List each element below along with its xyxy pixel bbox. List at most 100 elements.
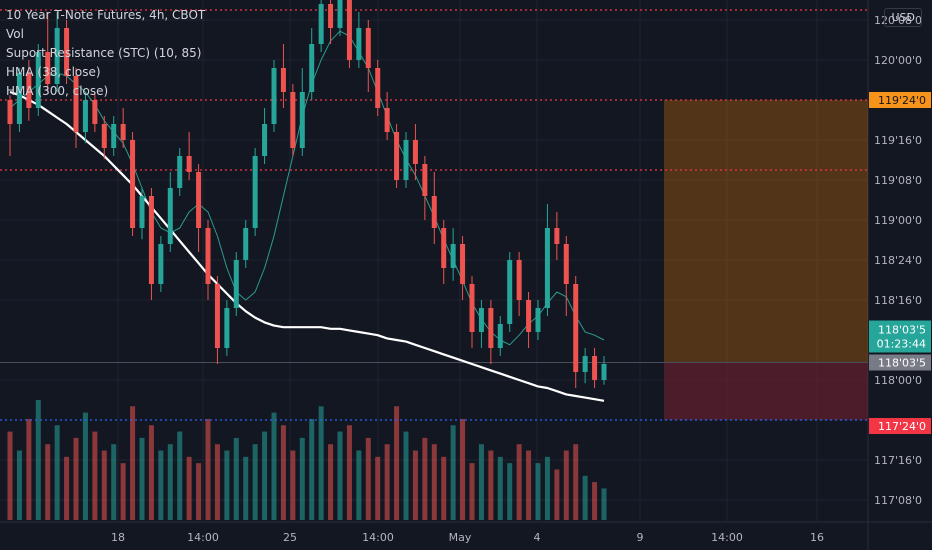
volume-bar bbox=[262, 431, 268, 520]
candle-body bbox=[243, 228, 249, 260]
candle-body bbox=[224, 308, 230, 348]
volume-bar bbox=[601, 488, 607, 520]
candle-body bbox=[554, 228, 560, 244]
candle-body bbox=[478, 308, 484, 332]
candle-body bbox=[271, 68, 277, 124]
volume-bar bbox=[139, 437, 145, 520]
chart-legend: 10 Year T-Note Futures, 4h, CBOT Vol Sup… bbox=[6, 6, 205, 101]
candle-body bbox=[73, 76, 79, 132]
candle-body bbox=[394, 132, 400, 180]
candle-body bbox=[299, 92, 305, 148]
candle-body bbox=[460, 244, 466, 284]
volume-bar bbox=[422, 437, 428, 520]
candle-body bbox=[35, 52, 41, 108]
y-tick-label: 118'24'0 bbox=[874, 254, 922, 267]
candle-body bbox=[205, 228, 211, 284]
y-tick-label: 119'16'0 bbox=[874, 134, 922, 147]
volume-bar bbox=[478, 444, 484, 520]
candle-body bbox=[252, 156, 258, 228]
legend-hma-fast[interactable]: HMA (38, close) bbox=[6, 65, 101, 79]
candle-body bbox=[431, 196, 437, 228]
volume-bar bbox=[26, 418, 32, 520]
volume-bar bbox=[111, 444, 117, 520]
y-tick-label: 119'08'0 bbox=[874, 174, 922, 187]
candle-body bbox=[111, 124, 117, 148]
volume-bar bbox=[92, 431, 98, 520]
candle-body bbox=[186, 156, 192, 172]
candle-body bbox=[233, 260, 239, 308]
candle-body bbox=[516, 260, 522, 300]
hma-slow-line bbox=[9, 90, 605, 402]
volume-bar bbox=[441, 456, 447, 520]
volume-bar bbox=[280, 425, 286, 520]
candle-body bbox=[167, 188, 173, 244]
y-tick-label: 120'00'0 bbox=[874, 54, 922, 67]
volume-bar bbox=[356, 450, 362, 520]
candle-body bbox=[507, 260, 513, 324]
stop-price-label-bg bbox=[869, 418, 931, 434]
y-tick-label: 118'16'0 bbox=[874, 294, 922, 307]
legend-title[interactable]: 10 Year T-Note Futures, 4h, CBOT bbox=[6, 8, 206, 22]
candle-body bbox=[101, 124, 107, 148]
legend-volume[interactable]: Vol bbox=[6, 27, 24, 41]
candle-body bbox=[535, 308, 541, 332]
candle-body bbox=[356, 28, 362, 60]
y-tick-label: 120'08'0 bbox=[874, 14, 922, 27]
target-price-label: 119'24'0 bbox=[878, 94, 926, 107]
x-tick-label: 16 bbox=[810, 531, 824, 544]
volume-bar bbox=[64, 456, 70, 520]
candle-body bbox=[488, 308, 494, 348]
x-tick-label: 18 bbox=[111, 531, 125, 544]
volume-bar bbox=[224, 450, 230, 520]
candle-body bbox=[497, 324, 503, 348]
volume-bar bbox=[318, 406, 324, 520]
candle-body bbox=[139, 196, 145, 228]
volume-bar bbox=[431, 444, 437, 520]
candle-body bbox=[82, 100, 88, 132]
volume-bar bbox=[233, 437, 239, 520]
volume-bar bbox=[177, 431, 183, 520]
candle-body bbox=[130, 140, 136, 228]
volume-bar bbox=[488, 450, 494, 520]
volume-bar bbox=[196, 463, 202, 520]
volume-bar bbox=[375, 456, 381, 520]
volume-bar bbox=[299, 437, 305, 520]
y-tick-label: 117'08'0 bbox=[874, 494, 922, 507]
volume-bar bbox=[101, 450, 107, 520]
candle-body bbox=[422, 164, 428, 196]
candle-body bbox=[601, 364, 607, 380]
candle-body bbox=[177, 156, 183, 188]
last-price-tag-bg bbox=[869, 320, 931, 353]
volume-bar bbox=[82, 412, 88, 520]
candle-body bbox=[441, 228, 447, 268]
last-price-label: 118'03'5 bbox=[878, 324, 926, 337]
target-zone bbox=[664, 100, 868, 363]
volume-bar bbox=[573, 444, 579, 520]
volume-bar bbox=[158, 450, 164, 520]
candle-body bbox=[290, 92, 296, 148]
volume-bar bbox=[394, 406, 400, 520]
x-tick-label: 14:00 bbox=[711, 531, 743, 544]
x-tick-label: 4 bbox=[534, 531, 541, 544]
volume-bar bbox=[365, 437, 371, 520]
candle-body bbox=[592, 356, 598, 380]
volume-bar bbox=[450, 425, 456, 520]
currency-button[interactable]: USD bbox=[884, 8, 922, 27]
volume-bar bbox=[73, 437, 79, 520]
candle-body bbox=[196, 172, 202, 228]
candle-body bbox=[544, 228, 550, 308]
volume-bar bbox=[252, 444, 258, 520]
volume-bar bbox=[54, 425, 60, 520]
volume-bar bbox=[148, 425, 154, 520]
y-tick-label: 118'00'0 bbox=[874, 374, 922, 387]
legend-support-resistance[interactable]: Suport Resistance (STC) (10, 85) bbox=[6, 46, 202, 60]
candle-body bbox=[64, 28, 70, 76]
volume-bar bbox=[205, 418, 211, 520]
candle-body bbox=[346, 0, 352, 60]
candle-body bbox=[7, 100, 13, 124]
legend-hma-slow[interactable]: HMA (300, close) bbox=[6, 84, 109, 98]
volume-bar bbox=[497, 456, 503, 520]
volume-bar bbox=[507, 463, 513, 520]
